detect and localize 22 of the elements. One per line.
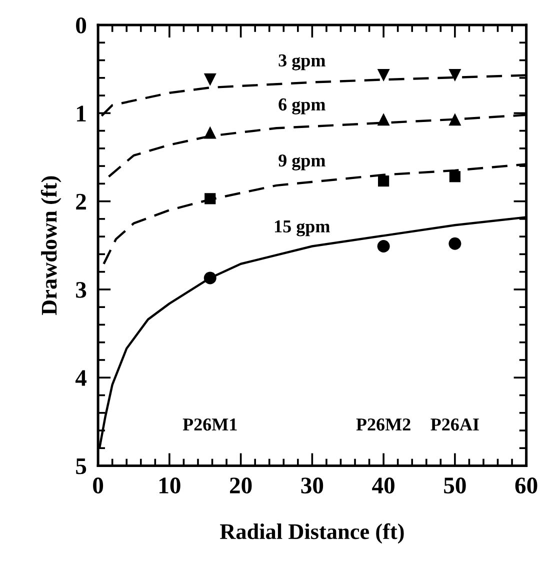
annotation: 15 gpm <box>275 220 330 236</box>
y-tick-label: 5 <box>76 458 86 474</box>
y-tick-label: 4 <box>75 370 87 386</box>
x-tick-label: 60 <box>515 478 538 494</box>
y-tick-label: 1 <box>77 106 86 122</box>
y-tick-label: 0 <box>76 17 86 34</box>
annotation: P26AI <box>430 418 479 431</box>
x-tick-label: 10 <box>160 478 180 494</box>
x-axis-title: Radial Distance (ft) <box>220 523 404 544</box>
x-tick-label: 20 <box>230 478 252 494</box>
x-tick-label: 50 <box>444 478 466 494</box>
annotation: P26M2 <box>356 418 410 431</box>
annotation: 9 gpm <box>278 154 326 170</box>
x-tick-label: 0 <box>93 478 104 494</box>
y-tick-label: 2 <box>76 194 86 210</box>
annotation: P26M1 <box>182 418 237 431</box>
x-tick-label: 40 <box>372 478 394 494</box>
x-tick-label: 30 <box>301 478 324 494</box>
annotation: 3 gpm <box>278 54 326 70</box>
annotation: 6 gpm <box>278 98 326 114</box>
y-axis-title: Drawdown (ft) <box>40 176 62 316</box>
y-tick-label: 3 <box>76 282 86 298</box>
